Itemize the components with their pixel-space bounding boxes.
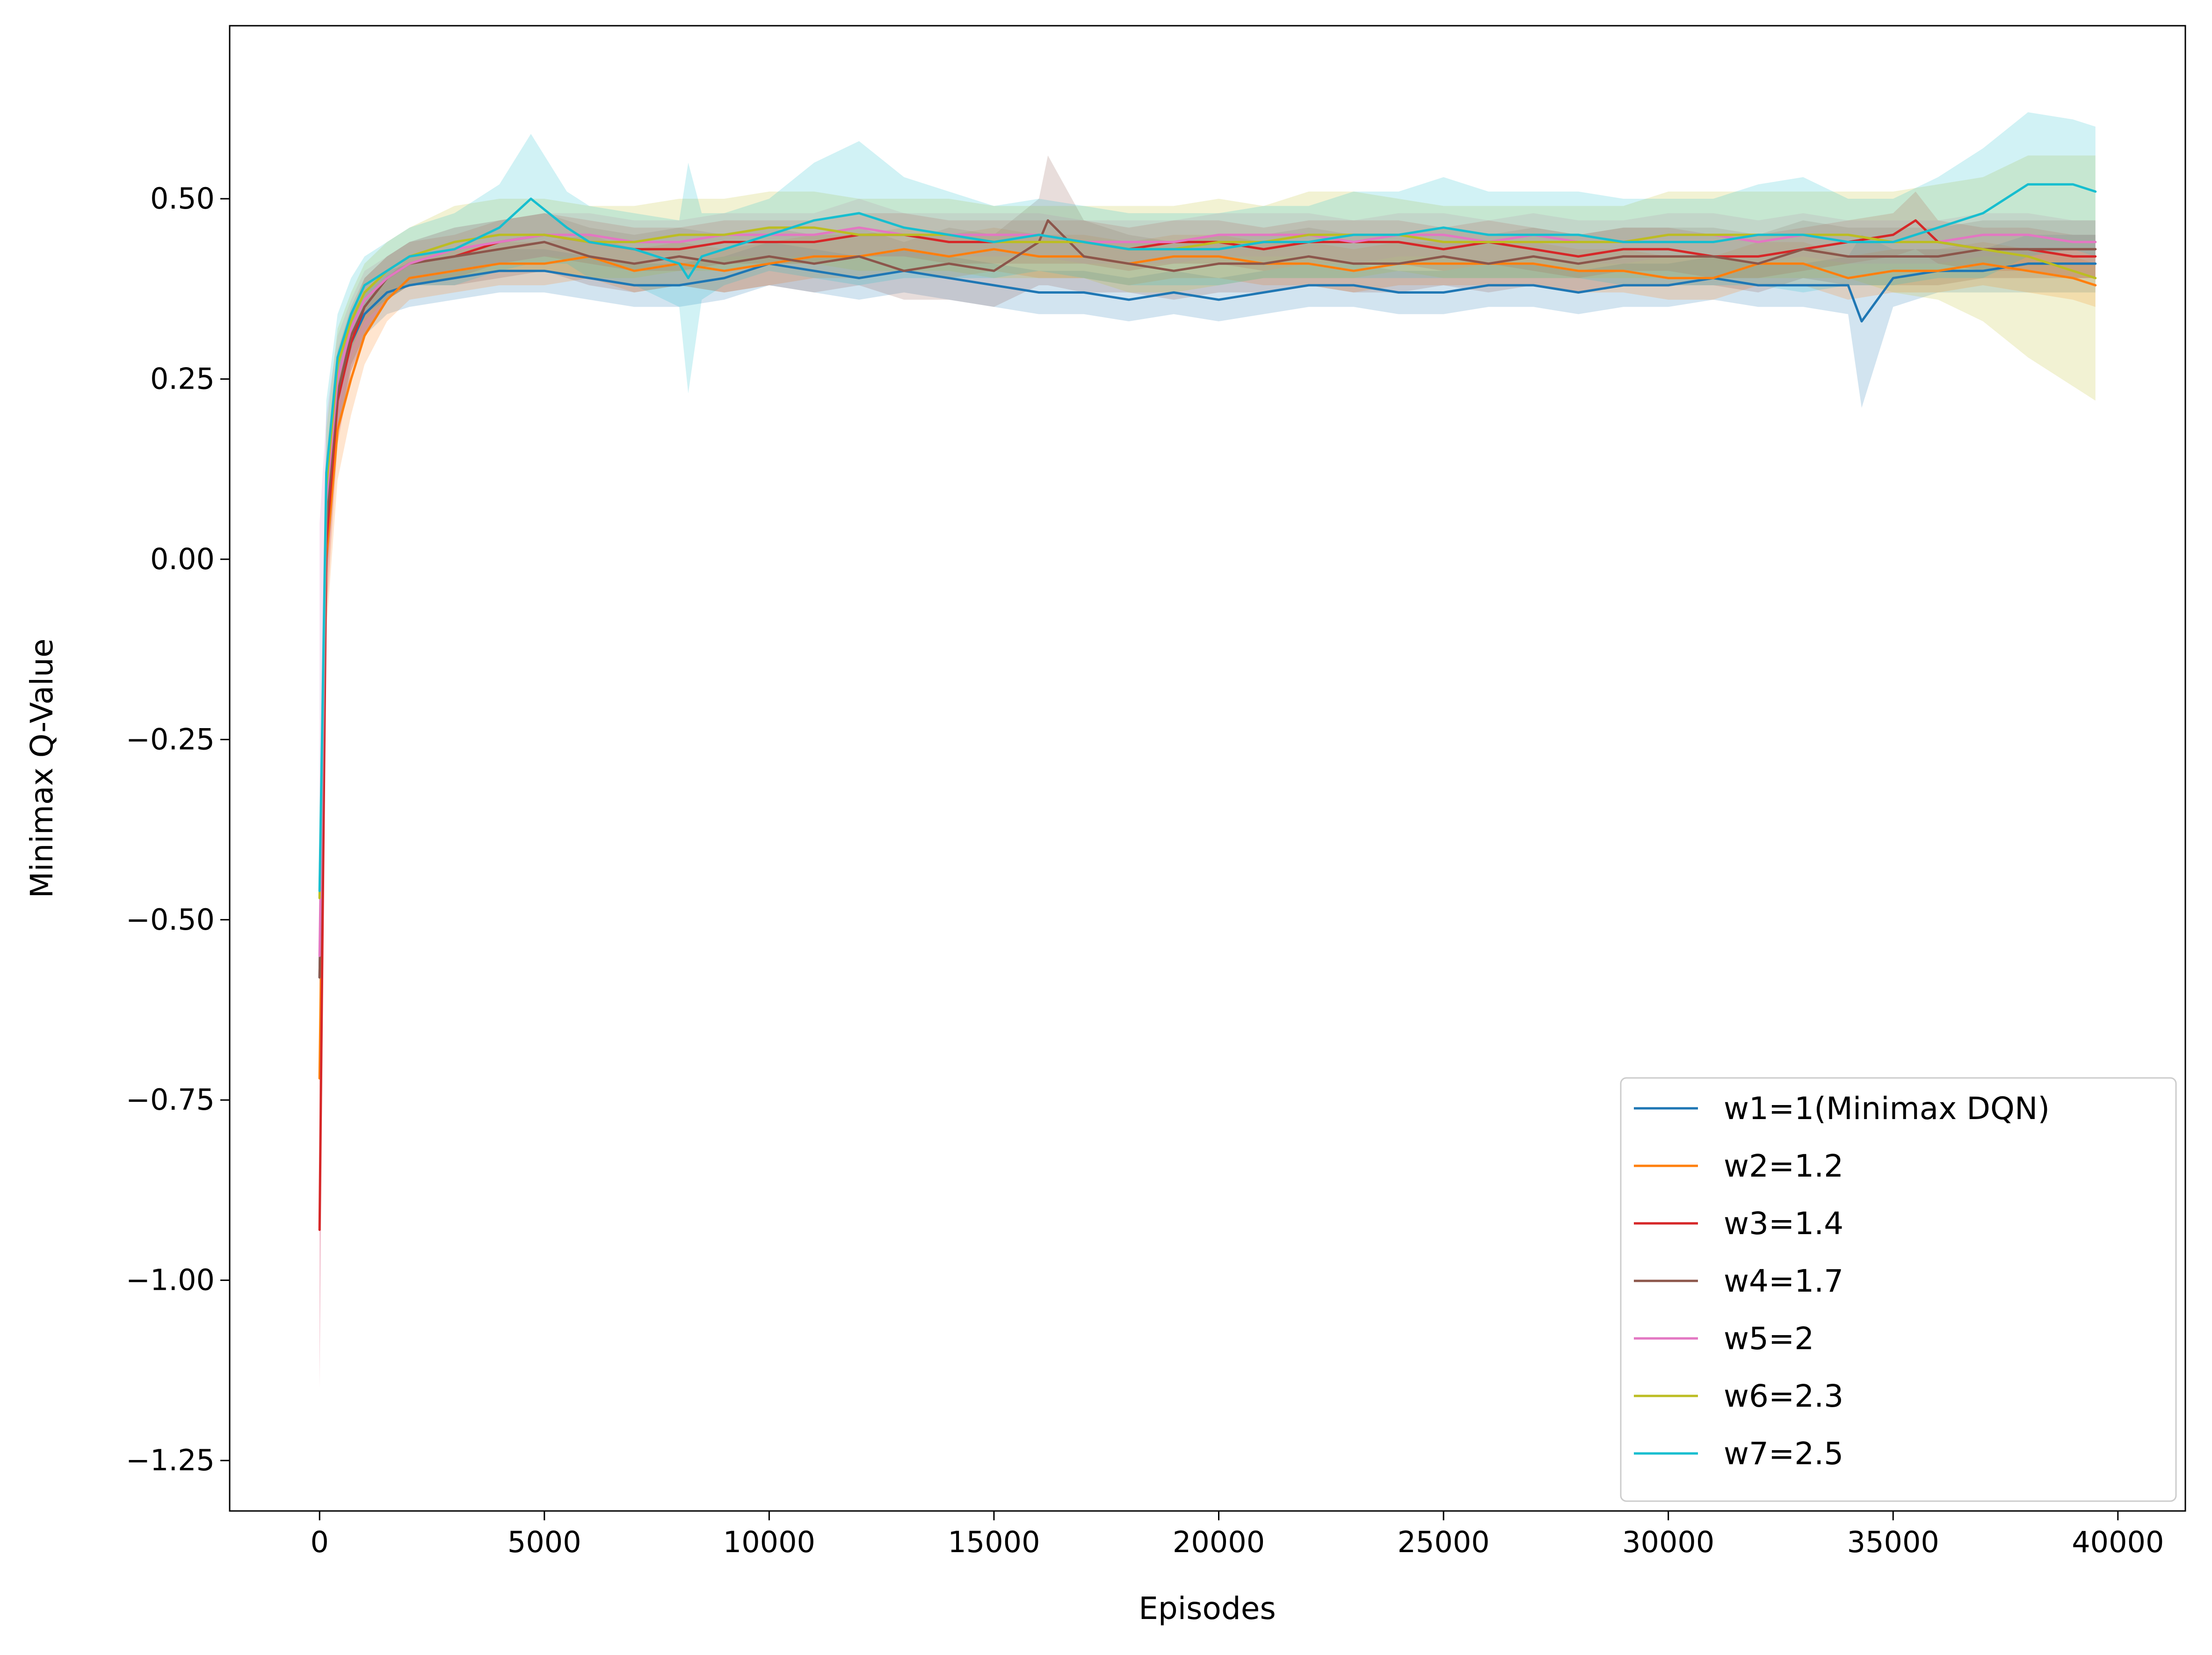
x-tick-label: 10000 <box>723 1525 815 1559</box>
legend-label-w4-1-7: w4=1.7 <box>1724 1263 1843 1299</box>
series-lines <box>318 183 2097 1231</box>
legend-label-w7-2-5: w7=2.5 <box>1724 1436 1843 1472</box>
y-axis-label: Minimax Q-Value <box>24 638 60 898</box>
legend: w1=1(Minimax DQN) w2=1.2 w3=1.4 w4=1.7 w5=2 w… <box>1620 1077 2177 1502</box>
y-axis: −1.25 −1.00 −0.75 −0.50 −0.25 0.00 0.25 0.50 <box>126 181 230 1477</box>
legend-box <box>1620 1077 2177 1502</box>
x-tick-label: 5000 <box>508 1525 581 1559</box>
legend-label-w6-2-3: w6=2.3 <box>1724 1378 1843 1414</box>
series-line-w5-2 <box>318 226 2097 957</box>
x-tick-label: 15000 <box>948 1525 1040 1559</box>
x-tick-label: 20000 <box>1173 1525 1265 1559</box>
x-axis-label: Episodes <box>1139 1590 1276 1626</box>
y-tick-label: 0.00 <box>150 542 215 576</box>
x-tick-label: 30000 <box>1622 1525 1714 1559</box>
legend-label-w2-1-2: w2=1.2 <box>1724 1148 1843 1184</box>
y-tick-label: −0.25 <box>126 722 215 756</box>
legend-label-w1-1-minimax-dqn: w1=1(Minimax DQN) <box>1724 1091 2050 1127</box>
y-tick-label: 0.50 <box>150 181 215 216</box>
x-axis: 0 5000 10000 15000 20000 25000 30000 35000 40000 <box>311 1511 2164 1559</box>
legend-label-w3-1-4: w3=1.4 <box>1724 1206 1843 1242</box>
y-tick-label: 0.25 <box>150 361 215 396</box>
y-tick-label: −1.00 <box>126 1263 215 1297</box>
x-tick-label: 40000 <box>2072 1525 2164 1559</box>
x-tick-label: 25000 <box>1397 1525 1489 1559</box>
y-tick-label: −0.50 <box>126 903 215 937</box>
series-line-w1-1-minimax-dqn <box>318 262 2097 979</box>
y-tick-label: −1.25 <box>126 1443 215 1477</box>
plot-frame <box>229 25 2186 1512</box>
series-line-w7-2-5 <box>318 183 2097 892</box>
band-w6-2-3 <box>319 155 2096 920</box>
legend-label-w5-2: w5=2 <box>1724 1321 1814 1357</box>
series-line-w4-1-7 <box>318 219 2097 979</box>
band-w7-2-5 <box>319 112 2096 913</box>
x-tick-label: 0 <box>311 1525 329 1559</box>
x-tick-label: 35000 <box>1847 1525 1939 1559</box>
series-line-w3-1-4 <box>318 219 2097 1231</box>
y-tick-label: −0.75 <box>126 1083 215 1117</box>
